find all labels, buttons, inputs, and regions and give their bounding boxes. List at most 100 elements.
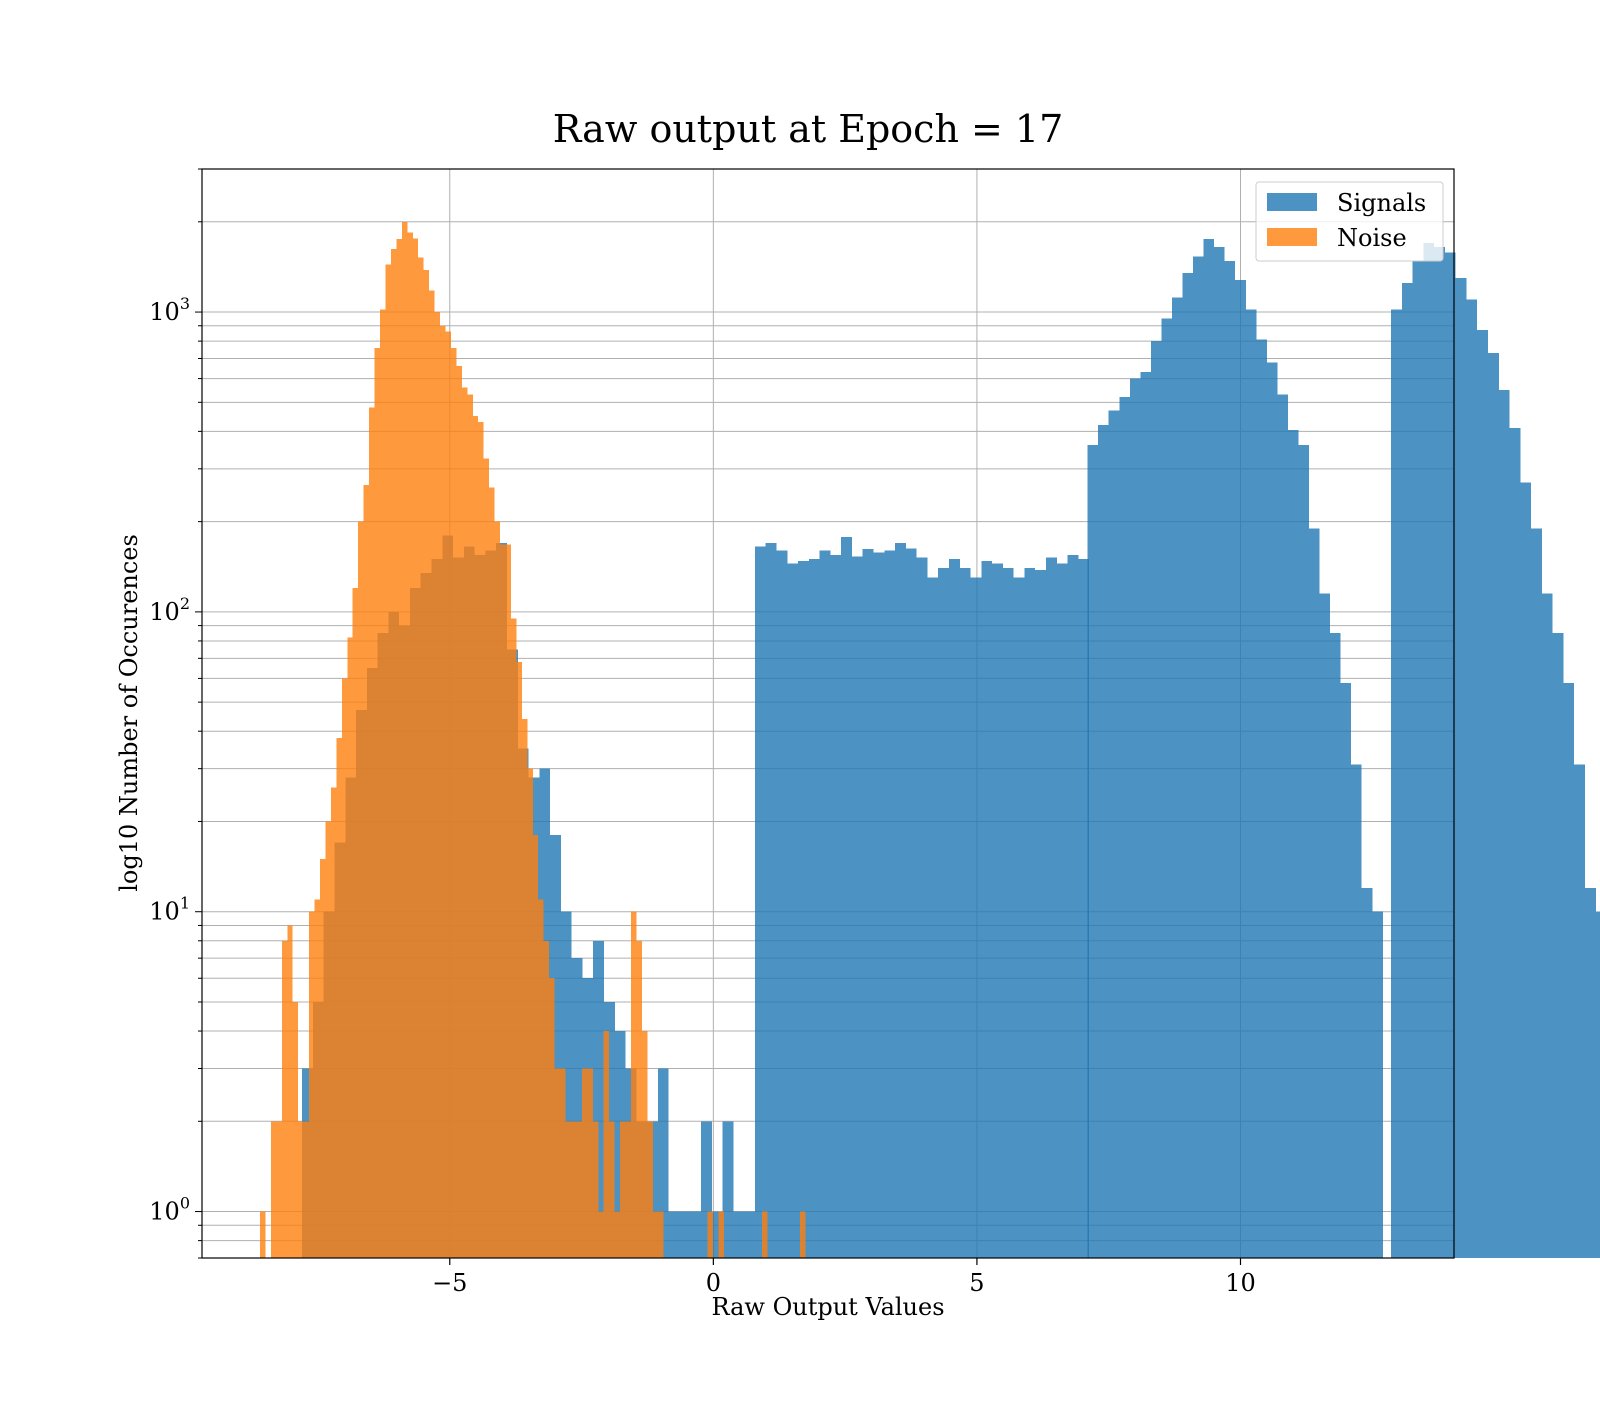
histogram-bar-signals xyxy=(1067,554,1079,1258)
histogram-bar-noise xyxy=(510,618,517,1258)
histogram-bar-signals xyxy=(754,546,766,1258)
histogram-bar-signals xyxy=(1002,568,1014,1258)
histogram-bar-signals xyxy=(981,560,993,1258)
histogram-bar-signals xyxy=(1013,577,1025,1258)
histogram-bar-signals xyxy=(808,559,820,1258)
histogram-bar-signals xyxy=(1056,563,1068,1258)
histogram-bar-signals xyxy=(722,1121,734,1258)
histogram-bar-signals xyxy=(787,563,799,1258)
histogram-bar-signals xyxy=(701,1121,712,1258)
histogram-bar-noise xyxy=(396,239,402,1258)
histogram-bar-signals xyxy=(798,560,809,1258)
histogram-bar-noise xyxy=(369,407,375,1259)
histogram-bar-signals xyxy=(1309,528,1320,1258)
histogram-bar-noise xyxy=(800,1211,806,1258)
histogram-bar-signals xyxy=(1509,428,1521,1259)
histogram-bar-noise xyxy=(554,1068,561,1258)
histogram-bar-signals xyxy=(1488,353,1499,1258)
histogram-bar-noise xyxy=(587,1068,593,1258)
histogram-bar-signals xyxy=(1171,297,1183,1259)
histogram-bar-signals xyxy=(1024,568,1036,1258)
histogram-bar-noise xyxy=(527,768,533,1258)
histogram-bar-noise xyxy=(532,835,539,1258)
histogram-bar-noise xyxy=(434,312,441,1258)
histogram-bar-noise xyxy=(707,1211,713,1258)
histogram-bar-signals xyxy=(1214,246,1225,1259)
x-tick-label: 10 xyxy=(1225,1269,1256,1297)
histogram-bar-noise xyxy=(374,347,381,1259)
histogram-bar-signals xyxy=(1161,318,1172,1258)
histogram-bar-signals xyxy=(1412,261,1424,1258)
histogram-bar-noise xyxy=(472,416,479,1259)
histogram-bar-signals xyxy=(948,559,960,1258)
histogram-bar-noise xyxy=(259,1211,266,1258)
histogram-bar-noise xyxy=(281,940,288,1258)
histogram-bar-signals xyxy=(819,550,831,1258)
histogram-bar-signals xyxy=(1203,239,1215,1258)
histogram-bar-noise xyxy=(636,940,642,1258)
histogram-bar-noise xyxy=(292,1001,299,1258)
x-tick-label: −5 xyxy=(432,1269,467,1297)
histogram-bar-signals xyxy=(830,554,842,1258)
histogram-bar-signals xyxy=(916,557,928,1258)
histogram-bar-noise xyxy=(287,925,293,1258)
histogram-bar-signals xyxy=(1150,341,1162,1258)
histogram-bar-noise xyxy=(570,1121,577,1258)
histogram-bar-noise xyxy=(560,1068,566,1258)
histogram-bar-signals xyxy=(1361,887,1373,1258)
histogram-bar-signals xyxy=(1129,378,1141,1258)
histogram-bar-noise xyxy=(620,1121,626,1258)
histogram-bar-signals xyxy=(1423,242,1435,1259)
histogram-bar-signals xyxy=(668,1211,680,1258)
histogram-bar-signals xyxy=(550,835,561,1258)
histogram-bar-noise xyxy=(390,249,397,1258)
x-tick-label: 0 xyxy=(706,1269,721,1297)
histogram-bar-noise xyxy=(598,1211,604,1258)
histogram-bar-noise xyxy=(418,257,424,1259)
histogram-bar-signals xyxy=(1351,764,1362,1258)
histogram-bar-signals xyxy=(841,536,852,1258)
histogram-bar-signals xyxy=(1434,246,1445,1259)
histogram-bar-signals xyxy=(1444,252,1456,1258)
histogram-bar-signals xyxy=(851,556,863,1258)
histogram-bar-signals xyxy=(1108,410,1120,1258)
histogram-bar-noise xyxy=(314,899,321,1258)
histogram-bar-signals xyxy=(1531,528,1542,1258)
histogram-bar-signals xyxy=(1401,282,1413,1258)
histogram-bar-signals xyxy=(1455,277,1467,1258)
histogram-bar-signals xyxy=(1140,372,1151,1258)
histogram-bar-signals xyxy=(744,1211,755,1258)
histogram-bar-signals xyxy=(1256,339,1267,1258)
histogram-bar-noise xyxy=(516,662,522,1258)
histogram-bar-signals xyxy=(1552,633,1564,1258)
histogram-bar-noise xyxy=(445,331,451,1258)
histogram-bars xyxy=(259,221,1600,1259)
histogram-bar-signals xyxy=(938,568,949,1258)
histogram-bar-noise xyxy=(581,1068,588,1258)
histogram-bar-noise xyxy=(505,544,511,1258)
histogram-bar-signals xyxy=(905,548,917,1258)
histogram-bar-signals xyxy=(1046,557,1057,1258)
histogram-bar-noise xyxy=(276,1121,282,1258)
histogram-bar-noise xyxy=(576,1121,582,1258)
histogram-bar-noise xyxy=(478,421,484,1259)
histogram-bar-noise xyxy=(407,232,413,1259)
histogram-bar-signals xyxy=(1520,482,1532,1258)
y-axis-label: log10 Number of Occurences xyxy=(115,534,143,892)
histogram-bar-signals xyxy=(895,542,906,1258)
histogram-bar-noise xyxy=(270,1121,277,1258)
histogram-bar-noise xyxy=(330,787,337,1258)
histogram-bar-signals xyxy=(1477,330,1489,1258)
histogram-bar-noise xyxy=(401,221,408,1258)
histogram-bar-noise xyxy=(412,238,419,1259)
histogram-bar-signals xyxy=(765,542,777,1258)
histogram-bar-signals xyxy=(1541,593,1553,1258)
histogram-bar-signals xyxy=(862,549,874,1258)
histogram-bar-signals xyxy=(1563,682,1575,1258)
histogram-bar-noise xyxy=(489,487,495,1258)
histogram-bar-signals xyxy=(1574,764,1586,1258)
histogram-bar-signals xyxy=(992,563,1003,1258)
series-noise xyxy=(259,221,806,1259)
